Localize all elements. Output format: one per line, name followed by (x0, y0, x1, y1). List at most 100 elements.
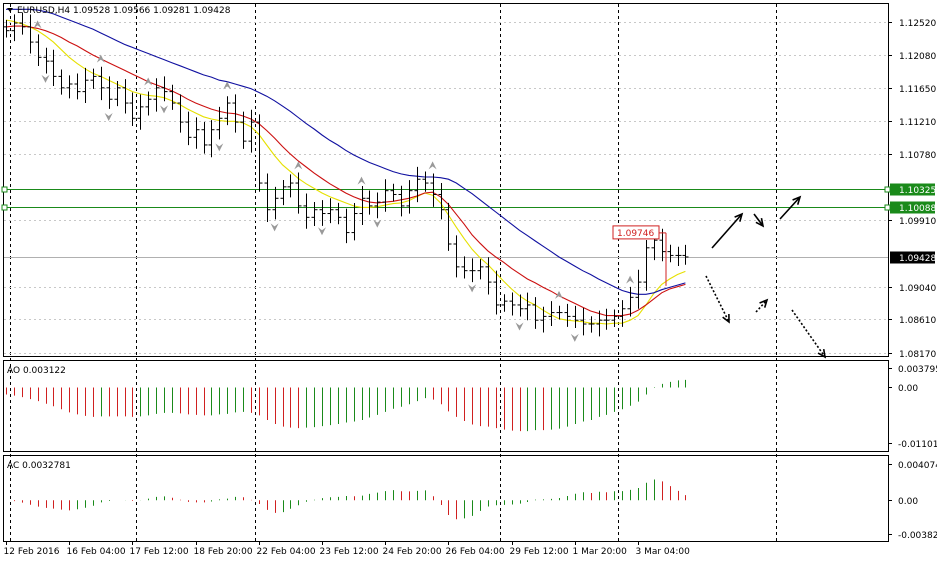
ao-label: AO 0.003122 (7, 366, 66, 376)
time-tick-label: 29 Feb 12:00 (510, 547, 569, 557)
time-tick-label: 3 Mar 04:00 (636, 547, 691, 557)
time-tick-label: 24 Feb 20:00 (383, 547, 442, 557)
price-bar (414, 166, 421, 203)
ao-panel-frame (3, 360, 889, 452)
time-axis: 12 Feb 2016 16 Feb 04:00 17 Feb 12:00 18 Fe… (4, 541, 691, 557)
price-bar (335, 202, 342, 225)
symbol-header: EURUSD,H4 1.09528 1.09566 1.09281 1.0942… (17, 6, 231, 16)
time-tick-label: 26 Feb 04:00 (446, 547, 505, 557)
arrow-down-short-head (755, 217, 765, 228)
price-bar (90, 68, 97, 89)
arrow-up-1 (711, 213, 743, 249)
ma-line-2 (5, 25, 686, 317)
ac-tick-label: 0.004074 (898, 461, 937, 471)
price-bar (509, 292, 516, 316)
price-bar (98, 66, 105, 101)
level-handle-right (884, 204, 891, 211)
ac-tick-label: 0.00 (898, 497, 918, 507)
dropdown-triangle-icon[interactable] (7, 8, 13, 12)
price-bar (295, 172, 302, 214)
price-bar (185, 111, 192, 146)
price-bar (280, 180, 287, 206)
price-bar (627, 286, 634, 317)
fractal-up-icon (33, 20, 42, 29)
price-bar (311, 201, 318, 227)
time-tick-label: 12 Feb 2016 (4, 547, 60, 557)
price-bar (580, 307, 587, 336)
price-bar (619, 300, 626, 327)
price-tick-label: 1.09040 (899, 284, 936, 294)
ao-tick-label: -0.011013 (898, 440, 937, 450)
fractal-down-icon (41, 74, 50, 83)
price-bar (129, 92, 136, 127)
fractal-up-icon (294, 161, 303, 170)
fractal-down-icon (515, 322, 524, 331)
price-bar (145, 91, 152, 116)
price-bar (35, 34, 42, 67)
arrow-up-dotted (755, 299, 768, 313)
price-bar (422, 171, 429, 192)
price-bar (106, 76, 113, 109)
ac-panel-frame (3, 455, 889, 542)
fractal-up-icon (223, 81, 232, 90)
price-bar (216, 106, 223, 140)
price-bar (208, 120, 215, 158)
arrow-down-short (753, 213, 764, 227)
level-handle-left (1, 186, 8, 193)
price-bar (193, 117, 200, 149)
fractal-down-icon (318, 227, 326, 236)
price-bar (675, 246, 682, 266)
price-bar (82, 67, 89, 104)
time-tick-label: 16 Feb 04:00 (67, 547, 126, 557)
arrow-down-dotted-2 (791, 309, 826, 358)
price-bar (493, 270, 500, 315)
fractal-down-icon (104, 112, 113, 121)
level-price-label: 1.10325 (899, 186, 936, 196)
price-bar (232, 94, 239, 133)
price-bar (272, 186, 279, 220)
fractal-down-icon (468, 284, 477, 293)
time-tick-label: 17 Feb 12:00 (130, 547, 189, 557)
price-bar (445, 202, 452, 251)
annotation-price-label: 1.09746 (617, 229, 654, 239)
price-bar (374, 192, 381, 219)
arrow-up-2-head (792, 195, 802, 205)
fractal-up-icon (144, 77, 153, 86)
price-bars (3, 12, 689, 337)
price-bar (43, 47, 50, 74)
moving-averages (5, 8, 686, 325)
ao-histogram: 0.003795 0.00 -0.011013 (6, 365, 937, 450)
price-bar (556, 305, 563, 320)
price-bar (532, 297, 539, 329)
price-bar (50, 49, 57, 86)
price-tick-label: 1.10780 (899, 151, 936, 161)
fractals (33, 20, 635, 342)
grid (4, 4, 888, 541)
horizontal-levels (1, 186, 891, 258)
price-bar (611, 309, 618, 328)
fractal-up-icon (626, 275, 635, 284)
price-bar (548, 301, 555, 326)
price-axis: 1.10325 1.10088 1.09428 1.12520 1.12080 1.116… (888, 19, 936, 360)
price-bar (359, 185, 366, 225)
arrow-down-dotted-2-head (817, 348, 827, 359)
price-tick-label: 1.11210 (899, 118, 936, 128)
level-handle-left (1, 204, 8, 211)
price-bar (398, 185, 405, 217)
fractal-down-icon (215, 143, 224, 152)
price-bar (382, 179, 389, 212)
price-bar (327, 198, 334, 224)
ao-tick-label: 0.003795 (898, 365, 937, 375)
price-bar (564, 303, 571, 327)
price-bar (453, 235, 460, 278)
price-tick-label: 1.12520 (899, 19, 936, 29)
price-bar (224, 96, 231, 126)
price-bar (540, 306, 547, 333)
price-bar (635, 269, 642, 309)
level-price-tag (890, 201, 935, 214)
price-bar (319, 200, 326, 226)
price-bar (501, 294, 508, 312)
arrow-up-dotted-head (759, 298, 769, 308)
